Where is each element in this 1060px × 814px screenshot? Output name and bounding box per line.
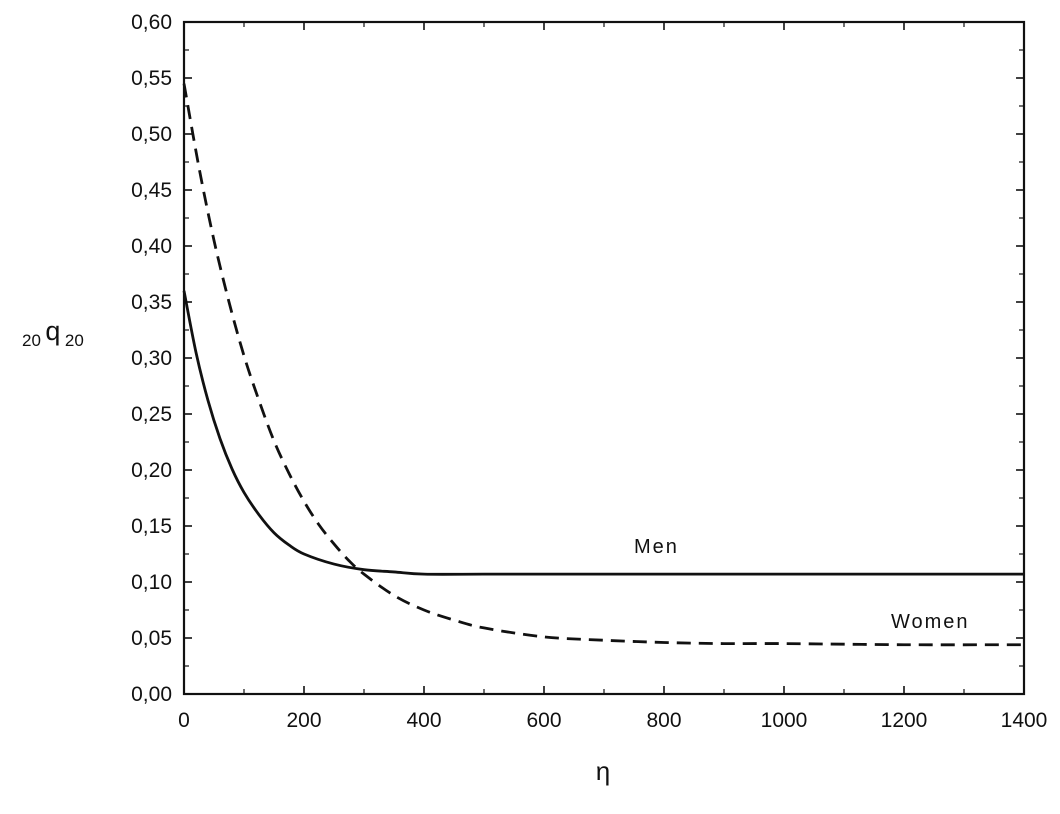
y-axis-title: 20 q 20 [22, 316, 84, 350]
series-label-men: Men [634, 536, 679, 558]
x-tick-label: 600 [526, 709, 561, 732]
y-tick-label: 0,60 [131, 11, 172, 34]
series-label-women: Women [891, 611, 970, 633]
series-line-men [182, 290, 1024, 576]
y-tick-label: 0,40 [131, 235, 172, 258]
x-axis-title: η [596, 756, 610, 786]
y-tick-label: 0,05 [131, 627, 172, 650]
x-tick-label: 800 [646, 709, 681, 732]
y-tick-label: 0,25 [131, 403, 172, 426]
x-tick-label: 1000 [761, 709, 808, 732]
y-tick-label: 0,50 [131, 123, 172, 146]
plot-frame [182, 20, 1026, 696]
series-line-women [182, 83, 1025, 647]
y-tick-label: 0,00 [131, 683, 172, 706]
y-axis-ticks: 0,00 0,05 0,10 0,15 0,20 0,25 0,30 0,35 0,40 0,45… [131, 11, 1024, 706]
y-tick-label: 0,10 [131, 571, 172, 594]
y-axis-title-prefix: 20 [22, 331, 41, 350]
y-tick-label: 0,35 [131, 291, 172, 314]
y-axis-title-main: q [45, 316, 60, 346]
y-tick-label: 0,15 [131, 515, 172, 538]
y-tick-label: 0,45 [131, 179, 172, 202]
x-tick-label: 1200 [881, 709, 928, 732]
y-tick-label: 0,30 [131, 347, 172, 370]
x-tick-label: 200 [286, 709, 321, 732]
axes [182, 20, 1026, 696]
x-tick-label: 1400 [1001, 709, 1048, 732]
y-tick-label: 0,55 [131, 67, 172, 90]
y-axis-title-suffix: 20 [65, 331, 84, 350]
x-tick-label: 400 [406, 709, 441, 732]
y-tick-label: 0,20 [131, 459, 172, 482]
x-axis-ticks: 0 200 400 600 800 1000 1200 1400 [178, 22, 1047, 732]
series-layer [182, 83, 1025, 647]
x-tick-label: 0 [178, 709, 190, 732]
